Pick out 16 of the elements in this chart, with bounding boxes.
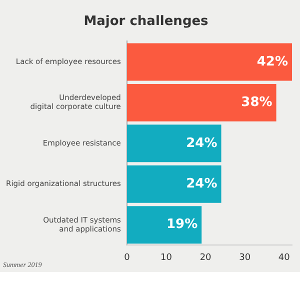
x-tick-label: 30 — [239, 252, 251, 263]
data-label: 42% — [256, 54, 288, 70]
chart-title: Major challenges — [84, 14, 209, 30]
bar — [126, 165, 222, 203]
data-label: 19% — [166, 217, 198, 232]
x-tick-label: 10 — [160, 252, 172, 263]
data-label: 24% — [186, 176, 218, 192]
bar — [126, 84, 276, 122]
bar — [126, 43, 292, 81]
x-tick-label: 0 — [124, 252, 130, 263]
x-tick-label: 40 — [278, 252, 290, 263]
bar — [126, 206, 202, 244]
data-label: 24% — [186, 136, 218, 151]
bar — [126, 124, 222, 162]
x-tick-label: 20 — [200, 252, 212, 263]
data-label: 38% — [241, 95, 272, 110]
